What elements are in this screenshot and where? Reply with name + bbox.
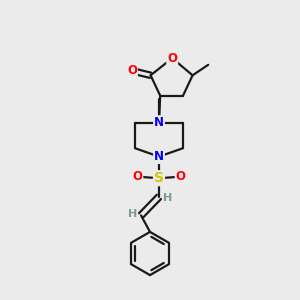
Text: O: O [176,170,186,183]
Text: O: O [127,64,137,77]
Text: O: O [132,170,142,183]
Text: N: N [154,150,164,163]
Text: H: H [163,193,172,203]
Text: S: S [154,171,164,185]
Text: O: O [167,52,177,65]
Text: N: N [154,116,164,129]
Text: H: H [128,209,137,219]
